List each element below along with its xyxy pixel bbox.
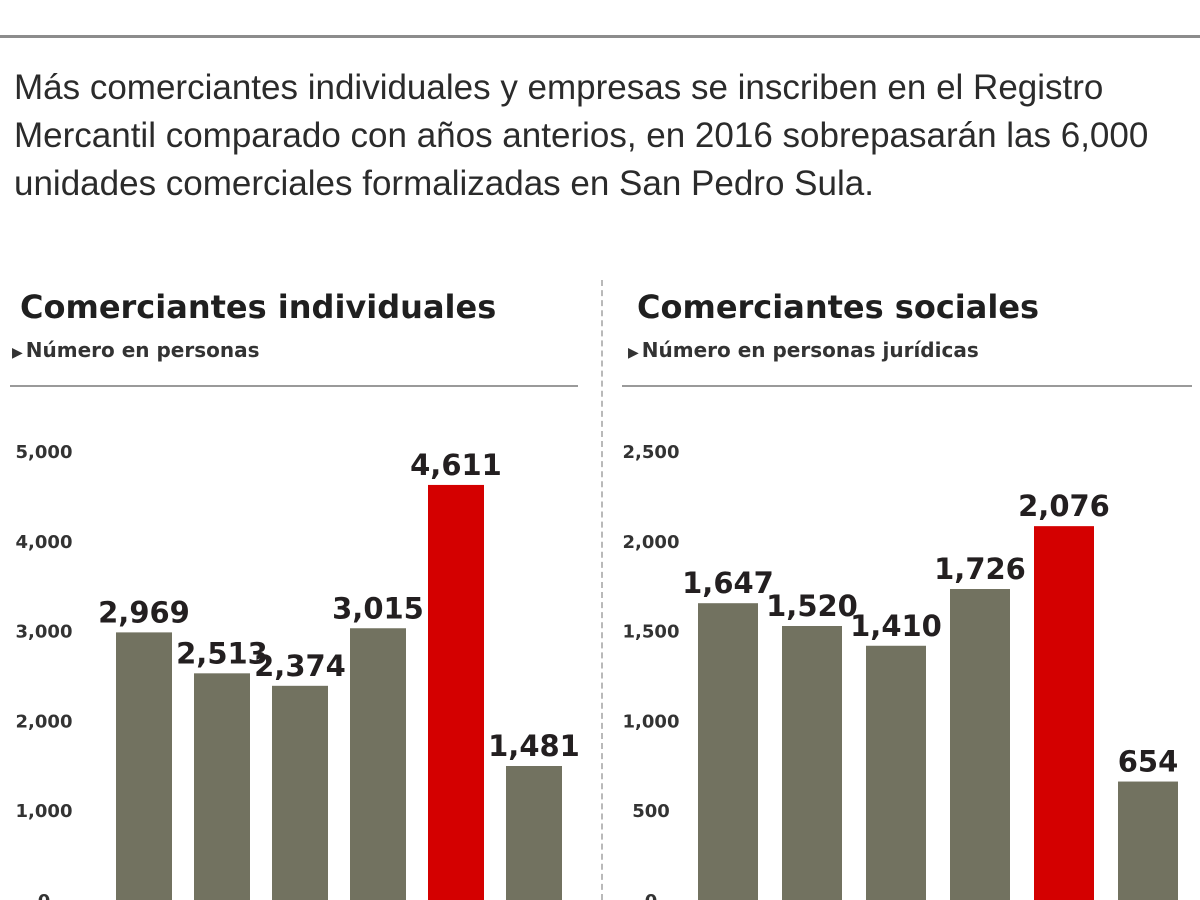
chart-title-individuales: Comerciantes individuales xyxy=(20,288,497,326)
bar xyxy=(950,589,1010,900)
bar xyxy=(698,603,758,900)
top-divider xyxy=(0,35,1200,38)
bar-value-label: 1,726 xyxy=(934,552,1026,586)
bar xyxy=(1118,781,1178,900)
y-tick-label: 0 xyxy=(38,891,51,900)
bar xyxy=(782,626,842,900)
chart-header-rule xyxy=(10,385,578,387)
triangle-bullet-icon: ▶ xyxy=(628,345,639,361)
bar-value-label: 1,520 xyxy=(766,589,858,623)
bar-highlight xyxy=(1034,526,1094,900)
y-tick-label: 5,000 xyxy=(16,442,73,463)
bar-value-label: 2,513 xyxy=(176,636,268,670)
bar xyxy=(272,685,328,900)
bar xyxy=(194,673,250,900)
chart-subtitle-individuales: ▶ Número en personas xyxy=(12,338,260,362)
bar-highlight xyxy=(428,484,484,900)
intro-paragraph: Más comerciantes individuales y empresas… xyxy=(14,68,1149,203)
chart-header-rule xyxy=(622,385,1192,387)
y-tick-label: 2,000 xyxy=(623,532,680,553)
bar xyxy=(116,632,172,900)
y-tick-label: 0 xyxy=(645,891,658,900)
bar-value-label: 2,374 xyxy=(254,649,346,683)
y-tick-label: 2,000 xyxy=(16,711,73,732)
y-tick-label: 1,000 xyxy=(623,711,680,732)
bar-value-label: 2,076 xyxy=(1018,489,1110,523)
bar xyxy=(506,766,562,900)
bar-value-label: 1,481 xyxy=(488,729,580,763)
bar-value-label: 654 xyxy=(1118,745,1179,779)
bar-value-label: 2,969 xyxy=(98,595,190,629)
bar xyxy=(350,628,406,900)
chart-subtitle-sociales: ▶ Número en personas jurídicas xyxy=(628,338,979,362)
bar-value-label: 4,611 xyxy=(410,448,502,482)
y-tick-label: 500 xyxy=(632,801,670,822)
panel-divider xyxy=(601,280,603,900)
y-tick-label: 3,000 xyxy=(16,622,73,643)
y-tick-label: 1,500 xyxy=(623,622,680,643)
chart-title-sociales: Comerciantes sociales xyxy=(637,288,1040,326)
y-tick-label: 4,000 xyxy=(16,532,73,553)
bar-chart-individuales: 0 1,000 2,000 3,000 4,000 5,000 2,969 2,5132,37… xyxy=(16,442,580,900)
bar-value-label: 1,647 xyxy=(682,566,774,600)
triangle-bullet-icon: ▶ xyxy=(12,345,23,361)
bar-value-label: 3,015 xyxy=(332,591,424,625)
y-tick-label: 1,000 xyxy=(16,801,73,822)
chart-subtitle-text: Número en personas xyxy=(25,338,260,362)
bar-value-label: 1,410 xyxy=(850,609,942,643)
y-tick-label: 2,500 xyxy=(623,442,680,463)
chart-subtitle-text: Número en personas jurídicas xyxy=(641,338,979,362)
bar xyxy=(866,645,926,900)
